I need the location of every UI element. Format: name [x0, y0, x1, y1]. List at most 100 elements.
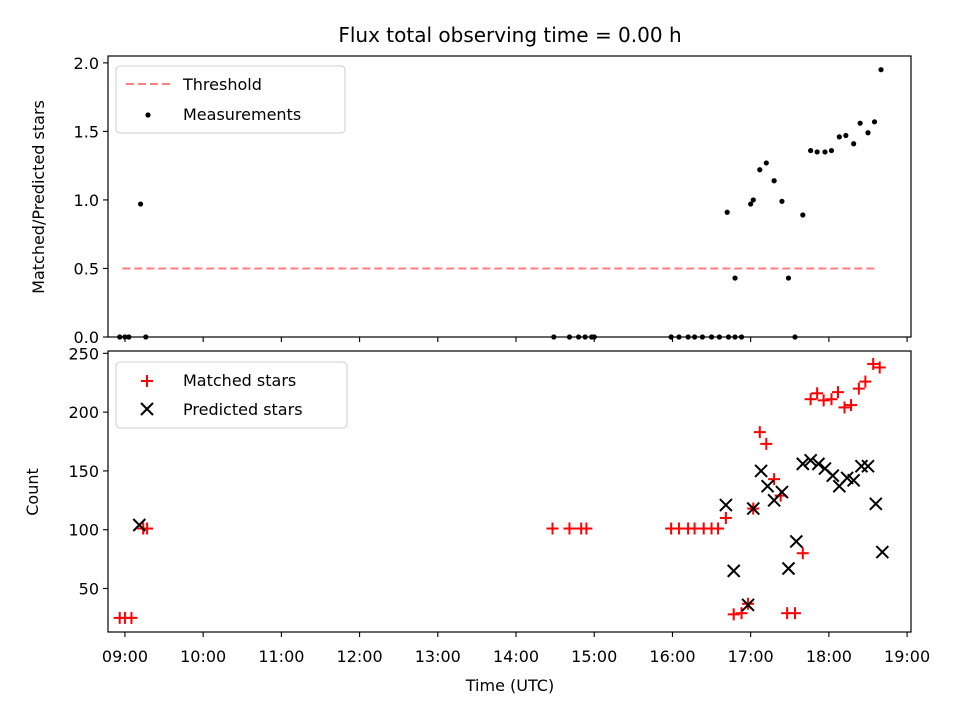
bottom-ytick-label: 50	[79, 579, 99, 598]
bottom-xtick-label: 10:00	[180, 647, 226, 666]
matched-star-point	[852, 382, 865, 395]
measurement-point	[748, 201, 754, 207]
measurement-point	[857, 120, 863, 126]
top-y-ticks: 0.0 0.5 1.0 1.5 2.0	[74, 54, 908, 347]
bottom-xtick-label: 12:00	[337, 647, 383, 666]
bottom-axes-frame	[107, 350, 912, 633]
matched-star-point	[735, 607, 748, 620]
matched-star-point	[712, 522, 725, 535]
legend-predicted-swatch	[140, 402, 154, 416]
bottom-plot-area	[113, 357, 890, 624]
legend-measurements-label: Measurements	[183, 105, 301, 124]
predicted-star-point	[803, 453, 818, 468]
matched-star-point	[832, 386, 844, 399]
top-panel: 0.00.51.01.52.0 Matched/Predicted stars …	[29, 54, 912, 347]
bottom-xtick-label: 11:00	[258, 647, 304, 666]
bottom-ytick-label: 200	[68, 403, 99, 422]
measurement-point	[779, 198, 785, 204]
bottom-panel: 50 100 150 200 250 09:00 10:00 11:00 12:00 13:00 1…	[23, 344, 930, 695]
matched-star-point	[817, 394, 830, 407]
top-axes-frame	[107, 55, 912, 338]
top-legend-box	[115, 65, 346, 134]
matched-star-point	[838, 401, 851, 414]
top-ylabel: Matched/Predicted stars	[29, 100, 48, 294]
matched-star-point	[719, 511, 732, 524]
bottom-xtick-label: 14:00	[493, 647, 539, 666]
measurement-point	[763, 160, 769, 166]
predicted-star-point	[826, 468, 840, 483]
x-axis-label: Time (UTC)	[465, 676, 554, 695]
bottom-xtick-label: 18:00	[806, 647, 852, 666]
measurement-point	[732, 275, 738, 281]
matched-star-point	[796, 547, 809, 560]
measurement-point	[878, 67, 884, 73]
legend-matched-label: Matched stars	[183, 371, 296, 390]
measurement-point	[836, 134, 842, 140]
predicted-star-point	[869, 497, 883, 511]
predicted-star-point	[854, 459, 869, 473]
predicted-star-point	[861, 459, 875, 473]
measurement-point	[843, 132, 849, 139]
predicted-star-point	[846, 473, 861, 488]
bottom-ytick-label: 150	[68, 462, 99, 481]
top-ytick-label: 0.0	[74, 328, 99, 347]
matched-star-point	[804, 393, 817, 406]
measurement-point	[137, 201, 144, 207]
bottom-xtick-label: 17:00	[728, 647, 774, 666]
predicted-star-point	[760, 479, 775, 493]
matched-star-point	[125, 611, 138, 624]
predicted-star-point	[741, 598, 755, 612]
figure-title: Flux total observing time = 0.00 h	[338, 23, 681, 47]
predicted-star-point	[775, 485, 789, 499]
legend-measurements-swatch	[145, 112, 151, 118]
bottom-legend: Matched stars Predicted stars	[115, 361, 348, 429]
matched-star-point	[867, 357, 880, 370]
measurement-point	[822, 149, 828, 155]
predicted-star-point	[727, 564, 741, 578]
bottom-legend-box	[115, 361, 348, 429]
bottom-xtick-label: 15:00	[571, 647, 617, 666]
measurement-point	[785, 275, 792, 281]
top-ytick-label: 0.5	[74, 259, 99, 278]
predicted-star-point	[719, 498, 733, 512]
top-legend: Threshold Measurements	[115, 65, 346, 134]
matched-star-point	[873, 361, 886, 374]
measurement-point	[814, 149, 820, 155]
measurement-point	[750, 197, 756, 203]
predicted-star-point	[132, 518, 146, 532]
predicted-star-point	[811, 457, 826, 471]
predicted-star-point	[781, 561, 796, 576]
top-ytick-label: 1.0	[74, 191, 99, 210]
measurement-point	[851, 141, 857, 147]
legend-threshold-label: Threshold	[182, 75, 262, 94]
matched-star-point	[760, 437, 773, 450]
legend-predicted-label: Predicted stars	[183, 400, 303, 419]
matched-star-point	[563, 522, 576, 535]
bottom-xtick-label: 13:00	[415, 647, 461, 666]
measurement-point	[757, 167, 763, 173]
bottom-y-ticks: 50 100 150 200 250 09:00 10:00 11:00 12:00 13:00 1…	[68, 344, 930, 666]
bottom-xtick-label: 16:00	[649, 647, 695, 666]
bottom-ytick-label: 100	[68, 521, 99, 540]
measurement-point	[808, 147, 814, 154]
matched-star-point	[753, 426, 766, 439]
top-ytick-label: 1.5	[74, 122, 99, 141]
bottom-xtick-label: 09:00	[102, 647, 148, 666]
measurement-point	[800, 212, 806, 218]
predicted-star-point	[754, 464, 768, 478]
top-ytick-label: 2.0	[74, 54, 99, 73]
bottom-ytick-label: 250	[68, 344, 99, 363]
predicted-star-point	[789, 534, 803, 549]
matched-star-point	[580, 522, 593, 535]
predicted-star-point	[746, 501, 760, 516]
measurement-point	[871, 119, 878, 125]
measurement-point	[828, 147, 835, 154]
legend-matched-swatch	[141, 375, 153, 387]
matched-star-point	[859, 375, 872, 388]
bottom-xtick-label: 19:00	[884, 647, 930, 666]
measurement-point	[724, 209, 730, 215]
predicted-star-point	[875, 545, 890, 559]
measurement-point	[865, 130, 871, 136]
bottom-ylabel: Count	[23, 468, 42, 516]
